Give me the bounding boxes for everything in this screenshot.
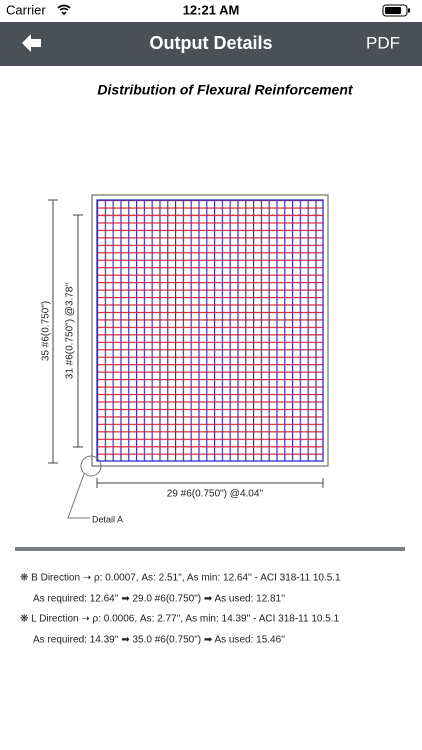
dimension-lines (48, 199, 324, 488)
carrier: Carrier (6, 2, 46, 17)
battery-tip (408, 8, 410, 13)
battery-frame (382, 4, 408, 17)
wifi-icon (57, 4, 71, 16)
detail-label: Detail A (92, 514, 123, 524)
nav-bar (0, 22, 422, 66)
result-line: As required: 12.64'' ➡ 29.0 #6(0.750") ➡… (33, 594, 285, 605)
pdf-button[interactable]: PDF (366, 33, 400, 52)
detail-leader (67, 473, 90, 519)
nav-title: Output Details (149, 33, 272, 53)
back-button[interactable] (22, 34, 41, 52)
result-line: As required: 14.39'' ➡ 35.0 #6(0.750") ➡… (33, 635, 285, 646)
results: ❋ B Direction ➝ ρ: 0.0007, As: 2.51'', A… (20, 573, 341, 646)
detail-circle (80, 455, 102, 477)
clock: 12:21 AM (183, 2, 240, 17)
separator (15, 547, 405, 551)
left-inner-label: 31 #6(0.750") @3.78'' (65, 283, 76, 380)
left-outer-label: 35 #6(0.750") (41, 301, 52, 361)
drawing-title: Distribution of Flexural Reinforcement (97, 82, 353, 98)
status-bar (0, 0, 422, 22)
result-line: ❋ B Direction ➝ ρ: 0.0007, As: 2.51'', A… (20, 573, 341, 584)
battery-level (385, 7, 401, 14)
rebar-grid (96, 199, 324, 462)
bottom-label: 29 #6(0.750") @4.04'' (167, 489, 264, 500)
result-line: ❋ L Direction ➝ ρ: 0.0006, As: 2.77'', A… (20, 614, 340, 625)
